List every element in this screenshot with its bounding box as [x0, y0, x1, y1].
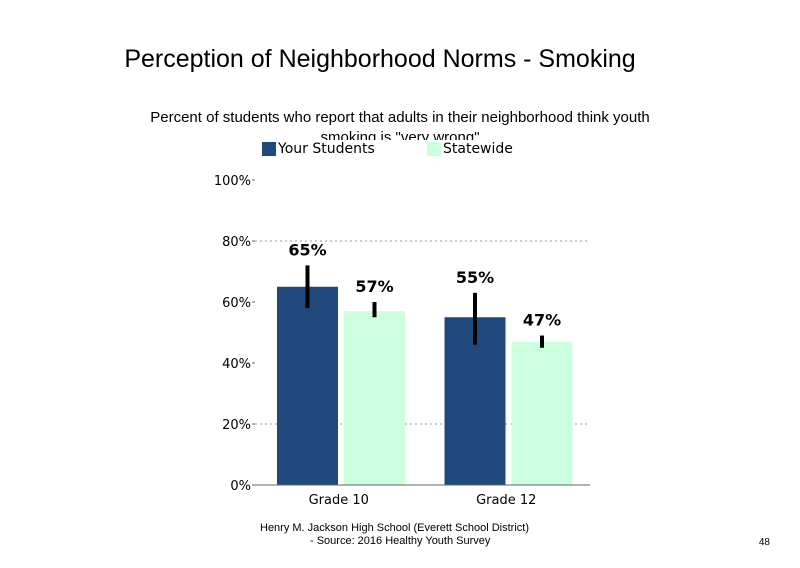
data-label: 55% [456, 268, 494, 287]
y-tick-label: 100% [214, 174, 251, 189]
x-tick-label: Grade 10 [309, 493, 369, 508]
bar-statewide-grade-12 [511, 341, 573, 485]
footer-source: - Source: 2016 Healthy Youth Survey [310, 535, 491, 547]
data-label: 47% [523, 311, 561, 330]
bar-your-students-grade-12 [444, 317, 506, 485]
y-tick-label: 20% [222, 418, 251, 433]
footer-school: Henry M. Jackson High School (Everett Sc… [260, 522, 529, 534]
y-tick-label: 80% [222, 235, 251, 250]
y-tick-label: 60% [222, 296, 251, 311]
legend-label-statewide: Statewide [443, 141, 513, 157]
footer: Henry M. Jackson High School (Everett Sc… [200, 522, 600, 548]
y-tick-label: 40% [222, 357, 251, 372]
chart-subtitle: Percent of students who report that adul… [150, 109, 650, 140]
y-tick-label: 0% [230, 479, 251, 494]
legend-item-your-students: Your Students [262, 140, 375, 158]
x-tick-label: Grade 12 [476, 493, 536, 508]
page-number: 48 [758, 537, 770, 548]
legend-item-statewide: Statewide [427, 140, 513, 158]
data-label: 65% [288, 240, 326, 259]
legend-swatch-statewide [427, 142, 441, 156]
bar-your-students-grade-10 [277, 286, 338, 485]
bar-statewide-grade-10 [344, 311, 405, 485]
legend-label-your-students: Your Students [278, 141, 375, 157]
chart-title: Perception of Neighborhood Norms - Smoki… [124, 45, 636, 73]
data-label: 57% [355, 277, 393, 296]
legend-swatch-your-students [262, 142, 276, 156]
